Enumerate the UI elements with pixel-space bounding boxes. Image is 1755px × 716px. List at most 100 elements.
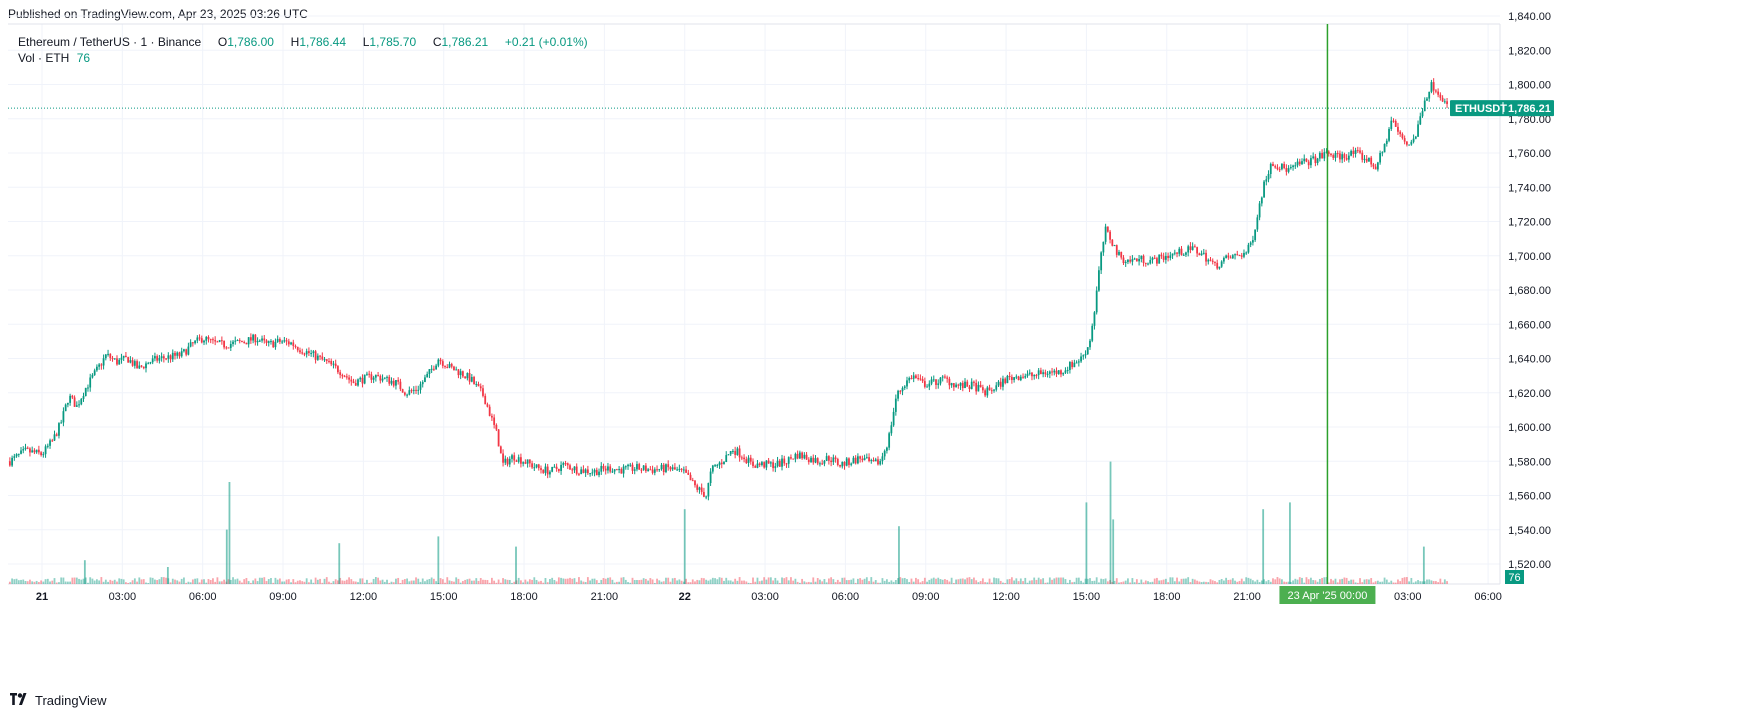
volume-bar xyxy=(1247,577,1250,584)
volume-bar xyxy=(1428,579,1431,584)
volume-bar xyxy=(129,582,132,584)
candle-body xyxy=(747,457,750,463)
price-tick-label: 1,640.00 xyxy=(1508,354,1551,366)
candle-body xyxy=(908,377,911,381)
candle-body xyxy=(1245,252,1248,254)
volume-bar xyxy=(968,577,971,584)
tradingview-brand[interactable]: TradingView xyxy=(10,692,107,708)
candle-body xyxy=(977,384,980,392)
candle-body xyxy=(37,449,40,453)
candle-body xyxy=(1289,167,1292,169)
volume-bar xyxy=(160,577,163,584)
volume-bar xyxy=(294,582,297,584)
volume-bar xyxy=(1024,577,1027,584)
volume-bar xyxy=(542,582,545,584)
volume-bar xyxy=(859,578,862,584)
candle-body xyxy=(1057,370,1060,374)
volume-spike xyxy=(683,509,686,584)
candle-body xyxy=(299,350,301,353)
volume-bar xyxy=(51,580,54,584)
candle-body xyxy=(859,456,862,459)
candle-body xyxy=(1231,255,1234,259)
volume-bar xyxy=(1113,580,1116,584)
candle-body xyxy=(1392,120,1395,122)
volume-bar xyxy=(1196,580,1199,584)
candle-body xyxy=(1129,259,1132,262)
volume-bar xyxy=(537,581,540,584)
candle-body xyxy=(600,465,603,472)
candle-body xyxy=(1399,131,1402,135)
candle-body xyxy=(1106,226,1109,232)
volume-bar xyxy=(1178,581,1181,584)
candle-body xyxy=(1327,151,1330,154)
candle-body xyxy=(350,379,353,382)
volume-bar xyxy=(316,579,319,584)
candle-body xyxy=(1153,257,1156,259)
candle-body xyxy=(13,456,16,458)
volume-bar xyxy=(1414,581,1417,584)
candle-body xyxy=(502,453,504,463)
candle-body xyxy=(1086,347,1089,355)
volume-bar xyxy=(482,579,484,584)
volume-bar xyxy=(1118,582,1120,584)
volume-bar xyxy=(1122,581,1125,584)
volume-spike xyxy=(437,536,440,584)
candle-body xyxy=(607,466,609,471)
volume-spike xyxy=(228,482,231,584)
volume-bar xyxy=(136,581,138,584)
candle-body xyxy=(167,355,170,359)
candle-body xyxy=(183,349,185,352)
volume-bar xyxy=(408,581,411,584)
volume-bar xyxy=(361,578,364,584)
candle-body xyxy=(984,390,987,396)
candle-body xyxy=(278,338,281,342)
volume-bar xyxy=(1430,580,1433,584)
volume-bar xyxy=(1310,577,1312,584)
volume-bar xyxy=(723,580,725,584)
volume-bar xyxy=(220,581,223,584)
candle-body xyxy=(975,382,978,392)
candle-body xyxy=(1158,254,1161,264)
candle-body xyxy=(361,377,364,384)
candle-body xyxy=(854,457,857,464)
candle-body xyxy=(513,455,516,461)
volume-bar xyxy=(234,579,237,584)
candle-body xyxy=(1281,163,1283,170)
volume-bar xyxy=(890,580,893,584)
volume-bar xyxy=(183,577,185,584)
volume-bar xyxy=(609,577,612,584)
volume-bar xyxy=(245,577,248,584)
candle-body xyxy=(1095,290,1098,313)
volume-bar xyxy=(89,577,92,584)
candle-body xyxy=(1225,255,1228,258)
candle-body xyxy=(216,341,219,343)
volume-bar xyxy=(386,579,388,584)
candle-body xyxy=(339,372,342,375)
candle-body xyxy=(424,377,426,383)
volume-bar xyxy=(1419,581,1422,584)
candle-body xyxy=(1283,163,1286,169)
candle-body xyxy=(84,387,87,397)
volume-bar xyxy=(403,579,406,584)
candle-body xyxy=(171,352,174,360)
volume-bar xyxy=(687,582,690,584)
volume-bar xyxy=(491,577,493,584)
volume-bar xyxy=(667,577,670,584)
candle-body xyxy=(1180,248,1183,255)
volume-bar xyxy=(198,582,201,584)
candle-body xyxy=(1336,153,1339,155)
price-tick-label: 1,680.00 xyxy=(1508,285,1551,297)
volume-bar xyxy=(415,577,417,584)
volume-bar xyxy=(187,581,190,584)
candle-body xyxy=(142,366,145,369)
candle-body xyxy=(87,387,89,389)
candle-body xyxy=(417,389,420,391)
volume-bar xyxy=(578,577,580,584)
candle-body xyxy=(330,360,333,365)
candle-body xyxy=(1008,375,1011,377)
candle-body xyxy=(196,337,199,341)
volume-bar xyxy=(290,582,292,584)
volume-bar xyxy=(765,579,768,584)
candle-body xyxy=(29,448,31,453)
